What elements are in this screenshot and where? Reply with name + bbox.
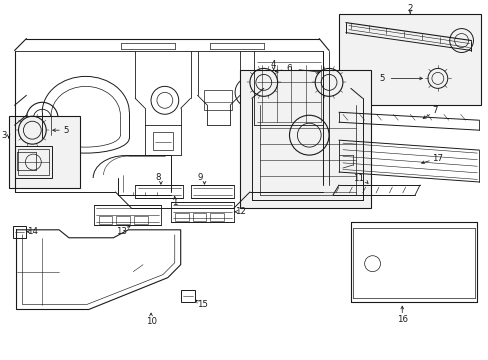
Bar bbox=[153, 132, 172, 150]
Bar bbox=[210, 213, 224, 221]
Text: 17: 17 bbox=[431, 154, 443, 163]
Text: 1: 1 bbox=[172, 198, 177, 207]
Bar bbox=[15, 146, 52, 178]
Bar bbox=[13, 226, 26, 238]
Bar bbox=[116, 216, 130, 224]
Bar bbox=[240, 71, 370, 208]
Text: 11: 11 bbox=[352, 174, 364, 183]
Text: 5: 5 bbox=[63, 126, 69, 135]
Text: 16: 16 bbox=[396, 315, 407, 324]
Text: 14: 14 bbox=[27, 227, 38, 236]
Bar bbox=[9, 116, 80, 188]
Text: 12: 12 bbox=[234, 207, 245, 216]
Bar bbox=[181, 289, 194, 302]
Text: 3: 3 bbox=[1, 131, 7, 140]
Text: 13: 13 bbox=[116, 227, 126, 236]
Text: 10: 10 bbox=[145, 317, 156, 326]
Text: 2: 2 bbox=[407, 4, 412, 13]
Bar bbox=[338, 14, 480, 105]
Text: 4: 4 bbox=[270, 60, 276, 69]
Text: 5: 5 bbox=[379, 74, 385, 83]
Text: 15: 15 bbox=[197, 300, 207, 309]
Text: 7: 7 bbox=[431, 106, 437, 115]
Bar bbox=[18, 149, 49, 175]
Text: 9: 9 bbox=[197, 172, 203, 181]
Text: 8: 8 bbox=[155, 172, 161, 181]
Bar bbox=[192, 213, 206, 221]
Bar bbox=[134, 216, 148, 224]
Text: 6: 6 bbox=[286, 64, 292, 73]
Bar bbox=[99, 216, 112, 224]
Bar bbox=[174, 213, 188, 221]
Bar bbox=[204, 90, 232, 110]
